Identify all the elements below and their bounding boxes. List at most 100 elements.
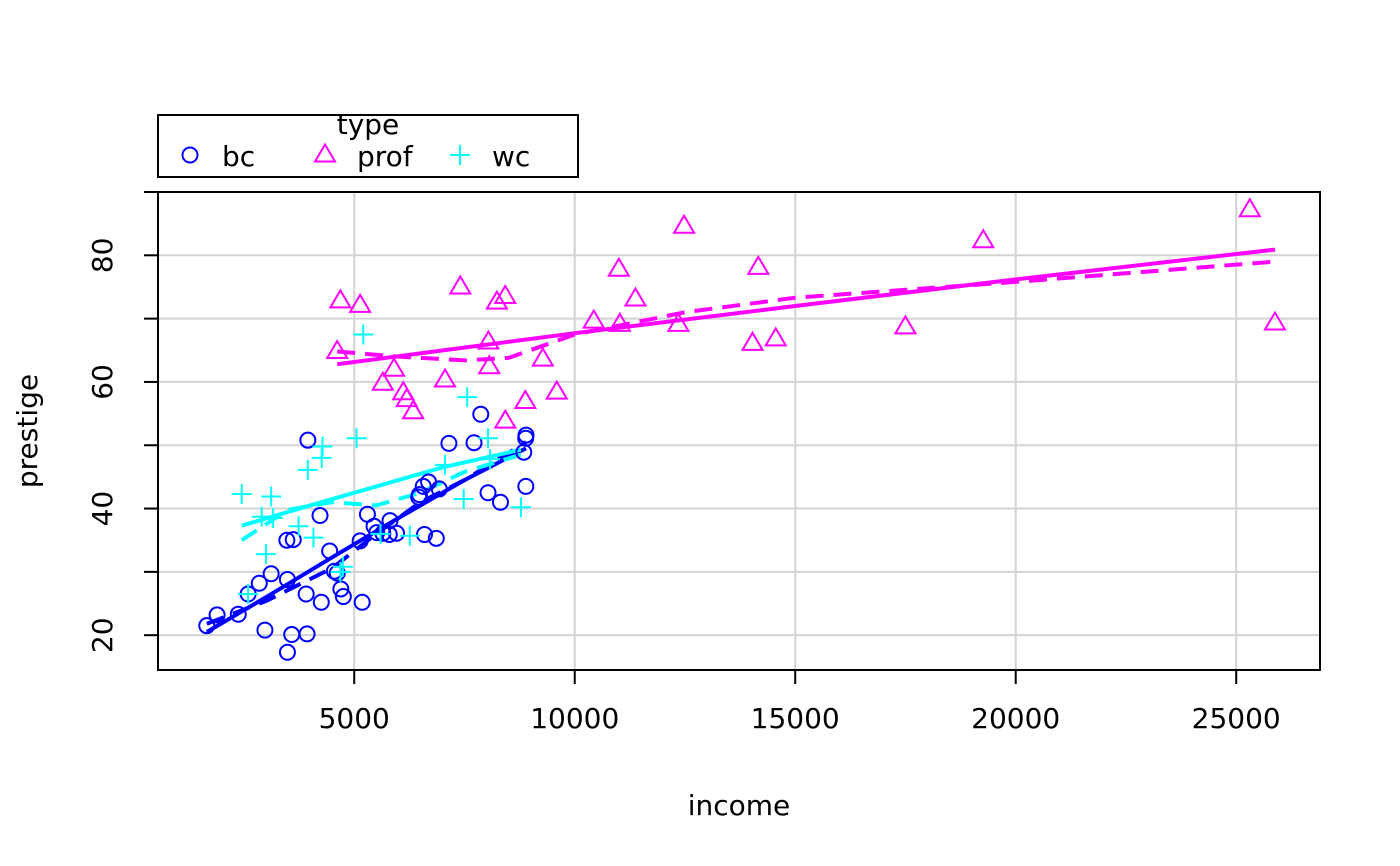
point-bc [440,434,458,452]
point-bc [298,625,316,643]
y-tick-label: 80 [86,237,119,273]
point-wc [238,584,259,605]
point-bc [415,526,433,544]
point-wc [399,525,420,546]
point-bc [208,606,226,624]
point-wc [457,387,478,408]
legend-marker-bc [181,146,199,164]
x-tick-label: 5000 [319,702,390,735]
point-bc [427,529,445,547]
point-prof [476,329,501,350]
point-prof [740,330,765,351]
point-wc [231,483,252,504]
point-bc [297,585,315,603]
point-prof [531,346,555,367]
point-prof [746,254,771,275]
point-wc [261,486,282,507]
legend-label-wc: wc [492,140,530,173]
x-tick-label: 10000 [530,702,619,735]
plot-frame [157,191,1321,671]
point-prof [348,292,372,313]
point-prof [763,326,788,347]
y-tick-label: 60 [86,364,119,400]
point-bc [334,588,352,606]
point-bc [368,524,386,542]
point-wc [330,561,351,582]
point-prof [893,314,918,335]
point-wc [251,506,272,527]
point-wc [346,428,367,449]
point-bc [410,486,428,504]
point-bc [414,477,432,495]
point-bc [278,643,296,661]
point-prof [382,356,406,377]
y-tick-label: 40 [86,491,119,527]
point-prof [477,354,502,375]
point-bc [278,531,296,549]
point-wc [312,436,333,457]
point-prof [448,274,473,295]
y-tick-label: 20 [86,617,119,653]
point-bc [312,593,330,611]
x-tick-label: 20000 [971,702,1060,735]
smooth-line-prof [337,259,1276,363]
smooth-line-bc [206,440,528,626]
point-wc [332,556,353,577]
point-bc [311,507,329,525]
point-prof [1263,310,1287,331]
x-axis-label: income [688,789,791,822]
point-bc [198,617,216,635]
point-prof [971,228,995,249]
point-prof [608,311,632,332]
point-bc [278,570,296,588]
point-bc [517,477,535,495]
point-bc [299,431,317,449]
point-prof [513,389,538,410]
legend-label-bc: bc [222,140,255,173]
point-prof [1238,197,1262,218]
point-prof [401,399,425,420]
point-wc [263,508,284,529]
point-prof [607,256,631,277]
point-prof [325,339,349,360]
fit-line-prof [336,247,1276,367]
point-prof [395,387,419,408]
data-points [198,197,1287,661]
point-bc [256,621,274,639]
point-wc [353,324,374,345]
point-bc [321,542,339,560]
x-tick-label: 25000 [1192,702,1281,735]
point-bc [517,426,535,444]
point-bc [479,484,497,502]
point-wc [256,544,277,565]
smooth-line-wc [240,452,522,542]
grid-lines [158,191,1320,670]
point-prof [666,311,691,332]
point-bc [465,434,483,452]
point-bc [353,593,371,611]
legend-title: type [337,108,400,141]
point-bc [250,574,268,592]
point-bc [351,532,369,550]
legend-marker-prof [313,142,337,163]
legend-entry-bc: bc [181,140,255,173]
point-prof [672,213,696,234]
point-wc [478,428,499,449]
point-prof [545,379,569,400]
point-prof [485,289,509,310]
legend-label-prof: prof [357,140,414,173]
point-wc [288,516,309,537]
point-bc [262,565,280,583]
point-bc [229,605,247,623]
point-bc [328,564,346,582]
point-prof [371,370,395,391]
legend: type bc prof wc [157,108,579,178]
point-bc [472,405,490,423]
point-wc [510,497,531,518]
point-prof [493,408,518,429]
legend-entries: bc prof wc [181,140,530,173]
point-wc [303,527,324,548]
fit-line-wc [241,447,522,528]
legend-entry-prof: prof [313,140,414,173]
point-prof [582,308,606,329]
